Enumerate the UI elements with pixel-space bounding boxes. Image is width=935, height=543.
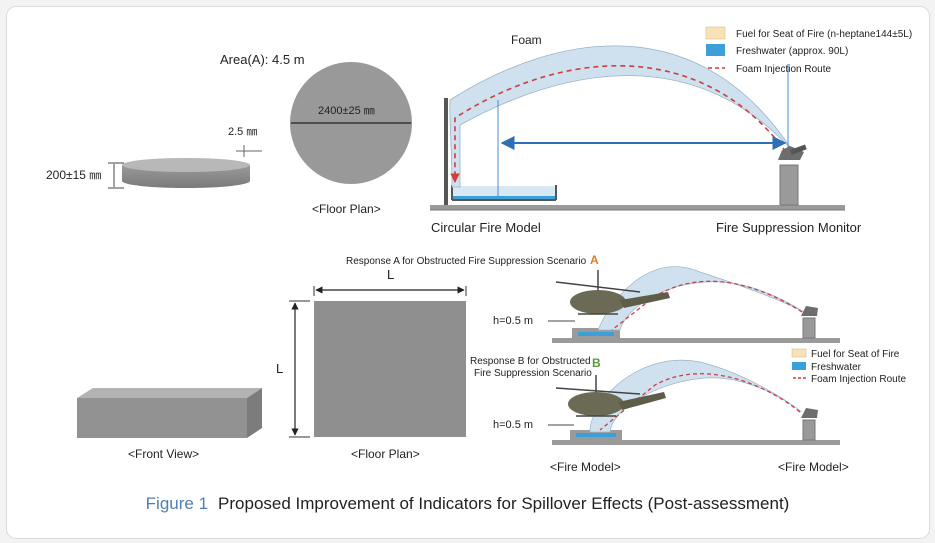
foam-stream-b — [589, 359, 803, 433]
foam-label: Foam — [511, 33, 542, 47]
fire-model-wall — [444, 98, 448, 205]
area-label: Area(A): 4.5 m — [220, 52, 305, 67]
diameter-label: 2400±25 ㎜ — [318, 105, 375, 117]
response-b-line2: Fire Suppression Scenario — [474, 368, 592, 379]
response-a-letter: A — [590, 253, 599, 267]
legend-swatch-water — [706, 44, 725, 56]
legend-route-label: Foam Injection Route — [736, 64, 831, 75]
foam-stream-a — [597, 266, 805, 331]
l-top-label: L — [387, 267, 394, 282]
floor-plan-label-bottom: <Floor Plan> — [351, 447, 420, 461]
legend-b-swatch-fuel — [791, 348, 807, 358]
thickness-label: 2.5 ㎜ — [228, 126, 257, 138]
foam-route-a — [611, 280, 803, 331]
ground-top — [430, 205, 845, 211]
circular-fire-model-label: Circular Fire Model — [431, 220, 541, 235]
response-b-line1: Response B for Obstructed — [470, 356, 591, 367]
legend-top: Fuel for Seat of Fire (n-heptane144±5L) … — [705, 26, 912, 75]
figure-caption-text: Proposed Improvement of Indicators for S… — [218, 494, 790, 513]
legend-b-fuel-label: Fuel for Seat of Fire — [811, 349, 900, 360]
height-label: 200±15 ㎜ — [46, 168, 101, 182]
pan-front-view — [77, 388, 262, 438]
fire-model-label-left: <Fire Model> — [550, 460, 621, 474]
legend-water-label: Freshwater (approx. 90L) — [736, 46, 848, 57]
fire-suppression-monitor-label: Fire Suppression Monitor — [716, 220, 862, 235]
h-label-b: h=0.5 m — [493, 419, 533, 431]
legend-b-swatch-water — [792, 362, 806, 370]
ground-b — [552, 430, 840, 445]
pan-floor-plan — [314, 301, 466, 437]
l-side-label: L — [276, 361, 283, 376]
foam-route-b — [599, 373, 801, 431]
foam-stream — [449, 45, 793, 188]
monitor-b — [801, 408, 818, 441]
monitor-a — [801, 306, 818, 339]
legend-b-route-label: Foam Injection Route — [811, 374, 906, 385]
legend-swatch-fuel — [705, 26, 726, 40]
legend-fuel-label: Fuel for Seat of Fire (n-heptane144±5L) — [736, 29, 912, 40]
figure-caption: Figure 1 Proposed Improvement of Indicato… — [0, 494, 935, 514]
thickness-marker — [236, 145, 262, 157]
legend-bottom: Fuel for Seat of Fire Freshwater Foam In… — [791, 348, 906, 385]
fire-model-pan — [451, 185, 557, 201]
foam-injection-route — [450, 64, 787, 183]
fire-suppression-monitor — [778, 144, 807, 206]
legend-b-water-label: Freshwater — [811, 362, 862, 373]
circular-pan-side-view — [122, 158, 250, 188]
response-b-letter: B — [592, 356, 601, 370]
fire-model-label-right: <Fire Model> — [778, 460, 849, 474]
floor-plan-label-top: <Floor Plan> — [312, 202, 381, 216]
h-label-a: h=0.5 m — [493, 315, 533, 327]
helicopter-b — [555, 375, 666, 417]
helicopter-a — [555, 270, 670, 315]
response-a-label: Response A for Obstructed Fire Suppressi… — [346, 256, 587, 267]
front-view-label: <Front View> — [128, 447, 199, 461]
ground-a — [552, 328, 840, 343]
height-dimension — [108, 162, 124, 189]
figure-number: Figure 1 — [145, 494, 209, 513]
